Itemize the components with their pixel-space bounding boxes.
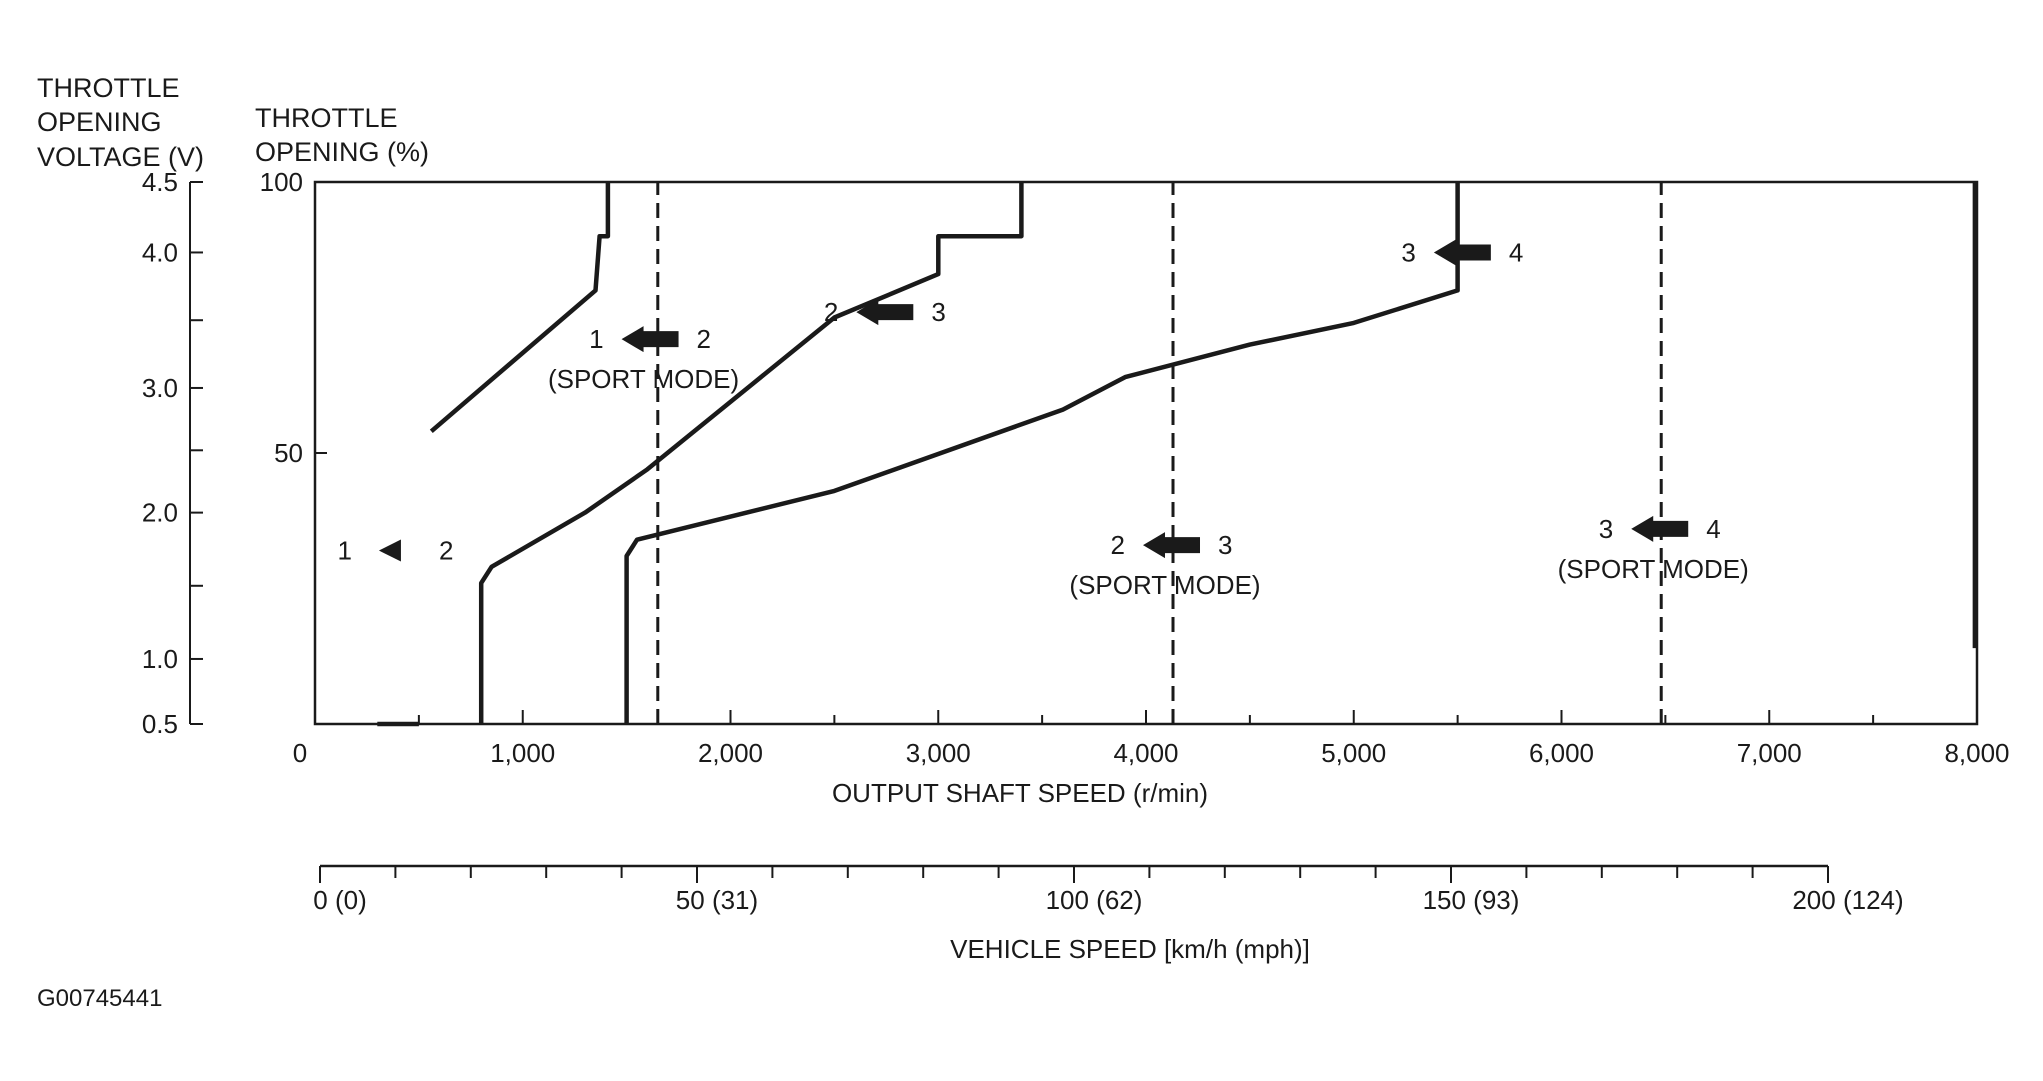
x-tick-label: 7,000 [1737,738,1802,768]
gear-from-label: 3 [1599,514,1613,544]
percent-tick-label: 50 [274,438,303,468]
voltage-axis: 0.5 1.0 2.0 3.0 4.0 4.5 [142,167,203,739]
voltage-tick-label: 4.5 [142,167,178,197]
voltage-tick-label: 2.0 [142,498,178,528]
percent-tick-label: 100 [260,167,303,197]
vehicle-tick-label: 150 (93) [1423,885,1520,915]
gear-from-label: 1 [589,324,603,354]
x-tick-label: 1,000 [490,738,555,768]
percent-axis-title-line2: OPENING (%) [255,137,429,167]
shift-annotation: 2 3 (SPORT MODE) [1069,530,1260,600]
arrow-left-icon [621,326,679,353]
gear-to-label: 2 [439,536,453,566]
shift-curve [624,182,1460,724]
gear-to-label: 3 [931,297,945,327]
sport-mode-label: (SPORT MODE) [1558,554,1749,584]
gear-from-label: 1 [337,536,351,566]
arrow-left-icon [1143,532,1201,559]
voltage-tick-label: 1.0 [142,644,178,674]
plot-frame [313,180,1979,726]
voltage-tick-label: 3.0 [142,373,178,403]
shift-point-guides [656,182,1663,724]
sport-mode-label: (SPORT MODE) [1069,570,1260,600]
vehicle-speed-axis: 0 (0) 50 (31) 100 (62) 150 (93) 200 (124) [313,864,1904,915]
vehicle-speed-axis-title: VEHICLE SPEED [km/h (mph)] [950,934,1310,964]
shift-annotation: 1 2 (SPORT MODE) [548,324,739,394]
x-tick-label: 0 [293,738,307,768]
gear-from-label: 3 [1401,237,1415,267]
x-tick-label: 6,000 [1529,738,1594,768]
arrow-left-icon [856,299,914,326]
percent-axis-title-line1: THROTTLE [255,103,398,133]
x-tick-label: 8,000 [1944,738,2009,768]
shift-annotations: 1 2(SPORT MODE)1 22 33 42 3(SPORT MODE)3 4(SPO… [337,237,1748,600]
percent-axis: 50 100 [260,167,327,468]
gear-to-label: 2 [697,324,711,354]
arrow-left-icon [378,539,401,562]
x-axis-title: OUTPUT SHAFT SPEED (r/min) [832,778,1208,808]
vehicle-tick-label: 100 (62) [1046,885,1143,915]
gear-from-label: 2 [824,297,838,327]
arrow-left-icon [1433,239,1491,266]
voltage-axis-title-line1: THROTTLE [37,73,180,103]
voltage-tick-label: 4.0 [142,237,178,267]
x-tick-label: 5,000 [1321,738,1386,768]
shift-curves [377,182,1978,727]
shift-curve [429,182,611,434]
arrow-left-icon [1631,515,1689,542]
vehicle-tick-label: 200 (124) [1792,885,1903,915]
sport-mode-label: (SPORT MODE) [548,364,739,394]
vehicle-tick-label: 0 (0) [313,885,366,915]
vehicle-tick-label: 50 (31) [676,885,758,915]
voltage-axis-title-line2: OPENING [37,107,162,137]
gear-to-label: 4 [1706,514,1720,544]
x-tick-label: 2,000 [698,738,763,768]
gear-to-label: 4 [1509,237,1523,267]
output-shaft-speed-axis: 0 1,000 2,000 3,000 4,000 5,000 6,000 7,000 8,00… [293,710,2010,768]
gear-from-label: 2 [1111,530,1125,560]
voltage-axis-title-line3: VOLTAGE (V) [37,142,204,172]
figure-id: G00745441 [37,985,162,1012]
voltage-tick-label: 0.5 [142,709,178,739]
x-tick-label: 4,000 [1113,738,1178,768]
x-tick-label: 3,000 [906,738,971,768]
shift-curve [478,182,1024,724]
shift-annotation: 3 4 (SPORT MODE) [1558,514,1749,584]
gear-to-label: 3 [1218,530,1232,560]
